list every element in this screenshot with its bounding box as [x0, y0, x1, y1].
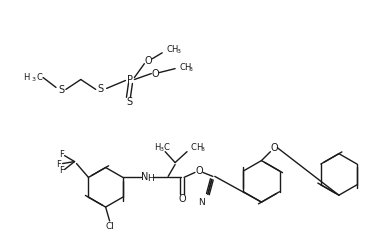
- Text: H: H: [154, 143, 161, 152]
- Text: C: C: [36, 73, 42, 82]
- Text: H: H: [147, 174, 154, 183]
- Text: C: C: [179, 63, 185, 72]
- Text: O: O: [195, 166, 203, 176]
- Text: O: O: [271, 143, 278, 153]
- Text: S: S: [58, 85, 64, 95]
- Text: 3: 3: [176, 49, 180, 54]
- Text: 3: 3: [31, 77, 35, 82]
- Text: H: H: [23, 73, 30, 82]
- Text: N: N: [141, 172, 148, 182]
- Text: C: C: [163, 143, 169, 152]
- Text: N: N: [198, 198, 205, 206]
- Text: F: F: [59, 166, 64, 175]
- Text: 3: 3: [159, 147, 163, 152]
- Text: S: S: [98, 84, 104, 94]
- Text: 3: 3: [201, 147, 205, 152]
- Text: H: H: [171, 45, 177, 54]
- Text: F: F: [59, 150, 64, 159]
- Text: H: H: [196, 143, 202, 152]
- Text: O: O: [144, 56, 152, 66]
- Text: C: C: [166, 45, 172, 54]
- Text: S: S: [127, 97, 133, 107]
- Text: P: P: [127, 75, 133, 84]
- Text: O: O: [178, 194, 186, 204]
- Text: H: H: [184, 63, 190, 72]
- Text: 3: 3: [189, 67, 193, 72]
- Text: C: C: [191, 143, 197, 152]
- Text: O: O: [152, 69, 159, 79]
- Text: F: F: [56, 160, 61, 169]
- Text: Cl: Cl: [105, 222, 114, 231]
